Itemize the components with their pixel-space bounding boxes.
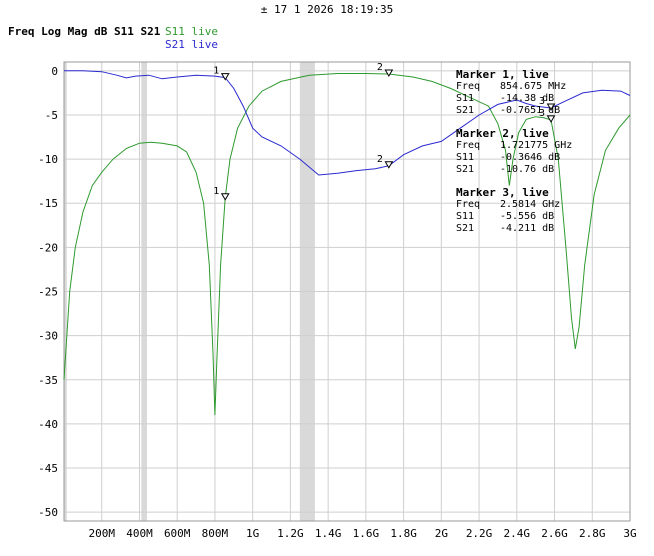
- y-tick-label-6: -30: [38, 330, 58, 343]
- marker-1-s21-label: 1: [213, 66, 219, 77]
- marker-3-s11-value: -5.556 dB: [500, 211, 555, 222]
- x-tick-label-6: 1.4G: [315, 527, 342, 540]
- y-tick-label-8: -40: [38, 418, 58, 431]
- plot-frame: [63, 61, 631, 522]
- x-tick-label-1: 400M: [126, 527, 153, 540]
- y-tick-label-5: -25: [38, 286, 58, 299]
- marker-2-s21-value: -10.76 dB: [500, 164, 555, 175]
- x-tick-label-2: 600M: [164, 527, 191, 540]
- x-tick-label-0: 200M: [88, 527, 115, 540]
- marker-1-s11-symbol: [220, 193, 230, 201]
- x-tick-label-3: 800M: [202, 527, 229, 540]
- marker-2-s11-label: S11: [456, 152, 475, 163]
- marker-1-freq-label: Freq: [456, 81, 481, 92]
- chart-title: Freq Log Mag dB S11 S21: [8, 25, 161, 38]
- x-tick-label-14: 3G: [623, 527, 636, 540]
- marker-2-block: Marker 2, live Freq 1.721775 GHz S11 -0.36…: [456, 127, 606, 176]
- marker-2-s11-symbol: [384, 69, 394, 78]
- header-timestamp: ± 17 1 2026 18:19:35: [260, 3, 394, 16]
- marker-1-block: Marker 1, live Freq 854.675 MHz S11 -14.38…: [456, 68, 606, 117]
- x-tick-label-10: 2.2G: [466, 527, 493, 540]
- marker-3-s11-label: S11: [456, 211, 475, 222]
- marker-1-s21-label: S21: [456, 105, 475, 116]
- marker-3-s11-label: 3: [539, 108, 545, 119]
- x-tick-label-5: 1.2G: [277, 527, 304, 540]
- marker-2-s11-label: 2: [377, 62, 383, 73]
- marker-2-freq-value: 1.721775 GHz: [500, 140, 573, 151]
- marker-3-block: Marker 3, live Freq 2.5814 GHz S11 -5.556 …: [456, 186, 606, 235]
- marker-1-s21-value: -0.7651 dB: [500, 105, 561, 116]
- x-tick-label-9: 2G: [435, 527, 448, 540]
- x-tick-label-4: 1G: [246, 527, 259, 540]
- x-tick-label-11: 2.4G: [504, 527, 531, 540]
- marker-3-s21-label: 3: [539, 96, 545, 107]
- y-tick-label-9: -45: [38, 462, 58, 475]
- marker-2-s11-value: -0.3646 dB: [500, 152, 561, 163]
- marker-3-s21-label: S21: [456, 223, 475, 234]
- marker-2-title: Marker 2, live: [456, 127, 549, 140]
- marker-3-freq-value: 2.5814 GHz: [500, 199, 561, 210]
- marker-readout-panel: Marker 1, live Freq 854.675 MHz S11 -14.38…: [456, 66, 606, 235]
- marker-2-s21-label: S21: [456, 164, 475, 175]
- x-tick-label-7: 1.6G: [353, 527, 380, 540]
- marker-1-s11-label: S11: [456, 93, 475, 104]
- y-tick-label-10: -50: [38, 506, 58, 519]
- marker-1-title: Marker 1, live: [456, 68, 549, 81]
- y-tick-label-3: -15: [38, 197, 58, 210]
- x-tick-label-12: 2.6G: [541, 527, 568, 540]
- marker-1-s11-value: -14.38 dB: [500, 93, 555, 104]
- marker-2-s21-label: 2: [377, 154, 383, 165]
- marker-1-s21-symbol: [220, 73, 230, 81]
- marker-3-freq-label: Freq: [456, 199, 481, 210]
- marker-1-freq-value: 854.675 MHz: [500, 81, 567, 92]
- series-line-s21: [64, 70, 631, 176]
- y-tick-label-7: -35: [38, 374, 58, 387]
- y-tick-label-0: 0: [51, 65, 58, 78]
- marker-2-freq-label: Freq: [456, 140, 481, 151]
- marker-3-title: Marker 3, live: [456, 186, 549, 199]
- y-tick-label-4: -20: [38, 241, 58, 254]
- legend-s11: S11 live: [165, 25, 218, 38]
- y-tick-label-1: -5: [45, 109, 58, 122]
- y-tick-label-2: -10: [38, 153, 58, 166]
- x-tick-label-13: 2.8G: [579, 527, 606, 540]
- marker-1-s11-label: 1: [213, 186, 219, 197]
- x-tick-label-8: 1.8G: [390, 527, 417, 540]
- marker-2-s21-symbol: [384, 161, 394, 169]
- marker-3-s21-symbol: [546, 103, 556, 111]
- legend-s21: S21 live: [165, 38, 218, 51]
- marker-3-s21-value: -4.211 dB: [500, 223, 555, 234]
- series-line-s11: [63, 73, 631, 416]
- marker-3-s11-symbol: [546, 115, 556, 123]
